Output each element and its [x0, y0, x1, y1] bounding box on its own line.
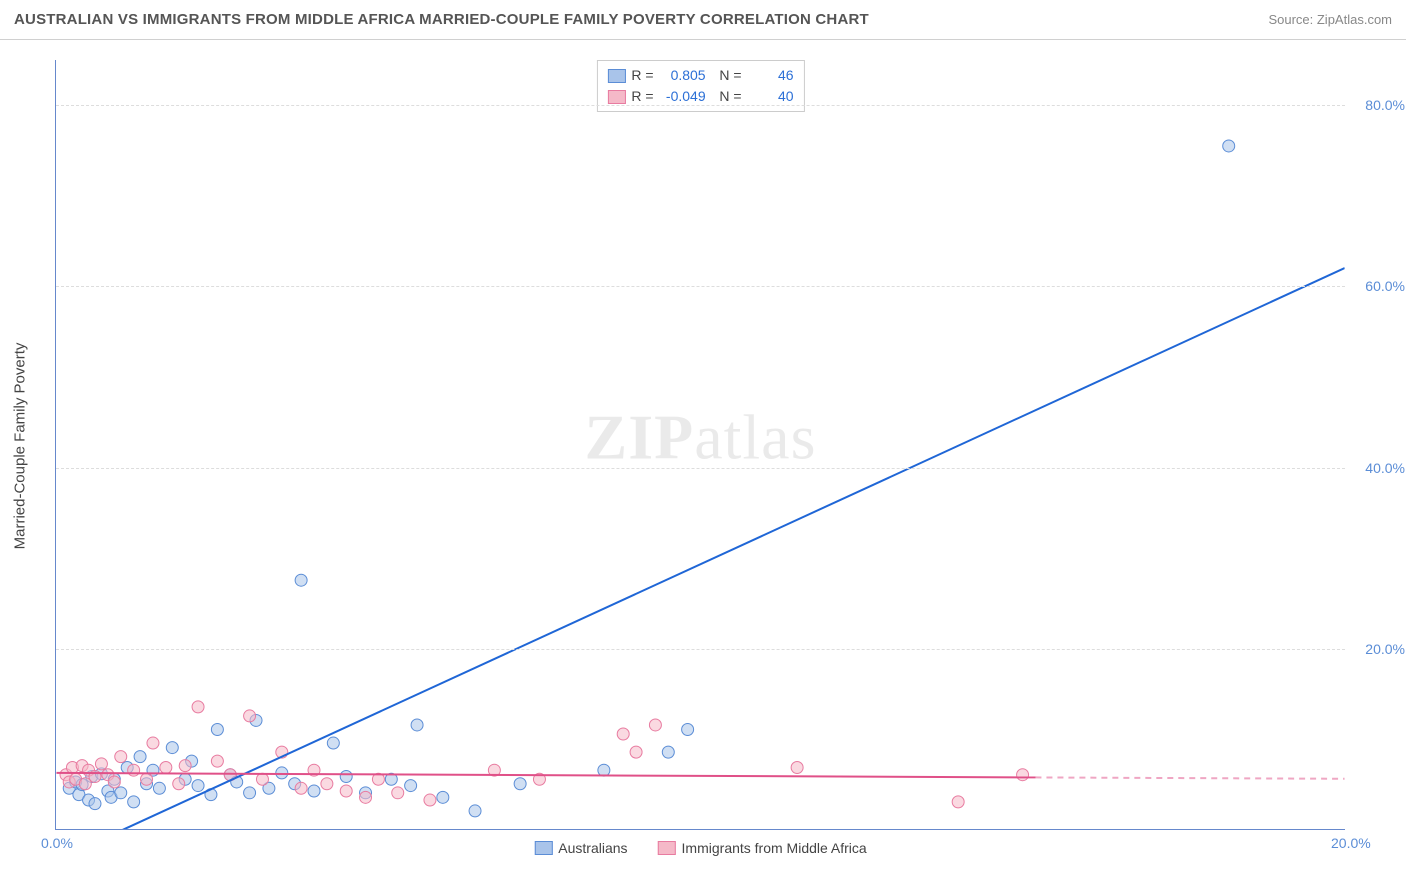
data-point — [256, 773, 268, 785]
data-point — [682, 723, 694, 735]
y-tick-label: 80.0% — [1350, 97, 1405, 113]
legend-item-1: Immigrants from Middle Africa — [658, 840, 867, 856]
data-point — [128, 764, 140, 776]
data-point — [308, 785, 320, 797]
data-point — [115, 751, 127, 763]
data-point — [598, 764, 610, 776]
data-point — [424, 794, 436, 806]
data-point — [1017, 769, 1029, 781]
data-point — [617, 728, 629, 740]
y-tick-label: 40.0% — [1350, 460, 1405, 476]
data-point — [411, 719, 423, 731]
data-point — [147, 737, 159, 749]
data-point — [160, 761, 172, 773]
bottom-legend: Australians Immigrants from Middle Afric… — [534, 840, 866, 856]
grid-line — [56, 649, 1345, 650]
data-point — [791, 761, 803, 773]
y-tick-label: 60.0% — [1350, 278, 1405, 294]
data-point — [327, 737, 339, 749]
trend-line-extension — [1035, 777, 1344, 778]
data-point — [211, 723, 223, 735]
data-point — [95, 758, 107, 770]
data-point — [108, 776, 120, 788]
data-point — [276, 767, 288, 779]
trend-line — [56, 773, 1035, 778]
data-point — [295, 574, 307, 586]
trend-line — [95, 268, 1345, 842]
data-point — [141, 773, 153, 785]
data-point — [295, 782, 307, 794]
legend-label-1: Immigrants from Middle Africa — [682, 840, 867, 856]
data-point — [192, 780, 204, 792]
x-tick-label: 20.0% — [1331, 835, 1371, 851]
data-point — [244, 787, 256, 799]
data-point — [469, 805, 481, 817]
data-point — [405, 780, 417, 792]
data-point — [514, 778, 526, 790]
data-point — [321, 778, 333, 790]
y-axis-title: Married-Couple Family Poverty — [12, 343, 29, 550]
data-point — [630, 746, 642, 758]
y-tick-label: 20.0% — [1350, 641, 1405, 657]
chart-header: AUSTRALIAN VS IMMIGRANTS FROM MIDDLE AFR… — [0, 0, 1406, 40]
data-point — [179, 760, 191, 772]
data-point — [211, 755, 223, 767]
data-point — [340, 785, 352, 797]
grid-line — [56, 468, 1345, 469]
plot-area: ZIPatlas R = 0.805 N = 46 R = -0.049 N =… — [55, 60, 1345, 830]
grid-line — [56, 105, 1345, 106]
chart-svg — [56, 60, 1345, 829]
data-point — [89, 798, 101, 810]
data-point — [392, 787, 404, 799]
data-point — [952, 796, 964, 808]
data-point — [662, 746, 674, 758]
chart-source: Source: ZipAtlas.com — [1268, 12, 1392, 27]
data-point — [1223, 140, 1235, 152]
legend-label-0: Australians — [558, 840, 627, 856]
data-point — [649, 719, 661, 731]
x-tick-label: 0.0% — [41, 835, 73, 851]
data-point — [192, 701, 204, 713]
data-point — [360, 791, 372, 803]
data-point — [134, 751, 146, 763]
legend-swatch-1 — [658, 841, 676, 855]
data-point — [153, 782, 165, 794]
data-point — [173, 778, 185, 790]
grid-line — [56, 286, 1345, 287]
data-point — [115, 787, 127, 799]
legend-item-0: Australians — [534, 840, 627, 856]
data-point — [128, 796, 140, 808]
chart-title: AUSTRALIAN VS IMMIGRANTS FROM MIDDLE AFR… — [14, 11, 869, 28]
data-point — [340, 771, 352, 783]
data-point — [166, 742, 178, 754]
data-point — [437, 791, 449, 803]
data-point — [244, 710, 256, 722]
legend-swatch-0 — [534, 841, 552, 855]
